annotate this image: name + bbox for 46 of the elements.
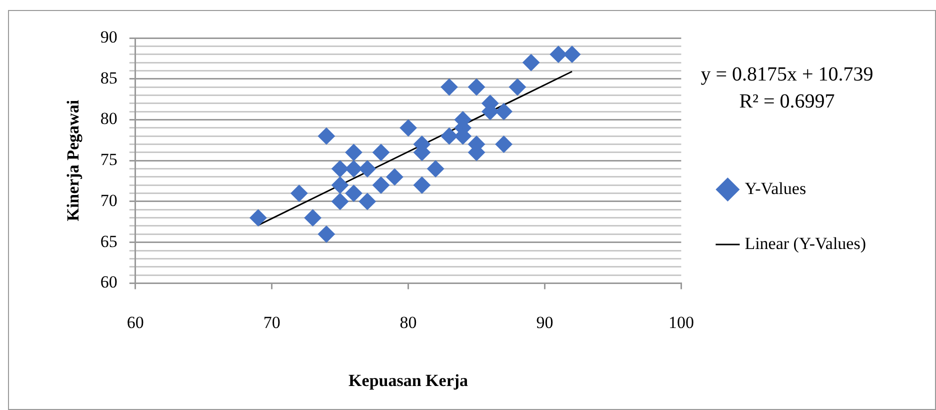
point (358, 160, 376, 178)
point (427, 160, 444, 178)
x-axis-title: Kepuasan Kerja (348, 371, 469, 390)
point (413, 176, 430, 194)
point (290, 184, 308, 202)
y-tick-label: 80 (100, 109, 118, 128)
text: y = 0.8175x + 10.739 (700, 63, 874, 86)
point (250, 209, 267, 226)
point (400, 119, 417, 136)
y-tick-label: 60 (100, 272, 118, 292)
y-tick-label: 70 (100, 190, 118, 210)
point (440, 128, 458, 145)
point (440, 78, 458, 96)
point (345, 160, 362, 178)
point (345, 184, 362, 202)
point (332, 160, 349, 178)
y-tick-label: 90 (100, 27, 118, 46)
y-tick-label: 75 (100, 150, 118, 170)
point (386, 168, 404, 186)
point (332, 176, 349, 194)
y-tick-label: 65 (100, 232, 118, 251)
point (495, 136, 512, 153)
x-tick-label: 70 (263, 312, 280, 332)
y-axis-title: Kinerja Pegawai (64, 100, 83, 222)
point (332, 192, 349, 210)
point (345, 144, 362, 161)
y-tick-label: 85 (100, 68, 118, 88)
point (358, 192, 376, 210)
point (318, 128, 335, 145)
point (495, 103, 512, 120)
point (372, 176, 390, 194)
x-tick-label: 80 (400, 312, 417, 332)
point (550, 46, 567, 63)
point (564, 46, 581, 63)
text: R² = 0.6997 (739, 90, 835, 112)
point (508, 78, 526, 96)
legend-label: Y-Values (744, 178, 806, 198)
point (468, 78, 486, 96)
x-tick-label: 90 (536, 312, 554, 332)
point (304, 209, 322, 226)
legend-label: Linear (Y-Values) (744, 234, 866, 253)
point (372, 144, 390, 161)
x-tick-label: 100 (668, 312, 694, 332)
point (318, 226, 335, 243)
x-tick-label: 60 (126, 312, 144, 332)
point (522, 54, 540, 72)
